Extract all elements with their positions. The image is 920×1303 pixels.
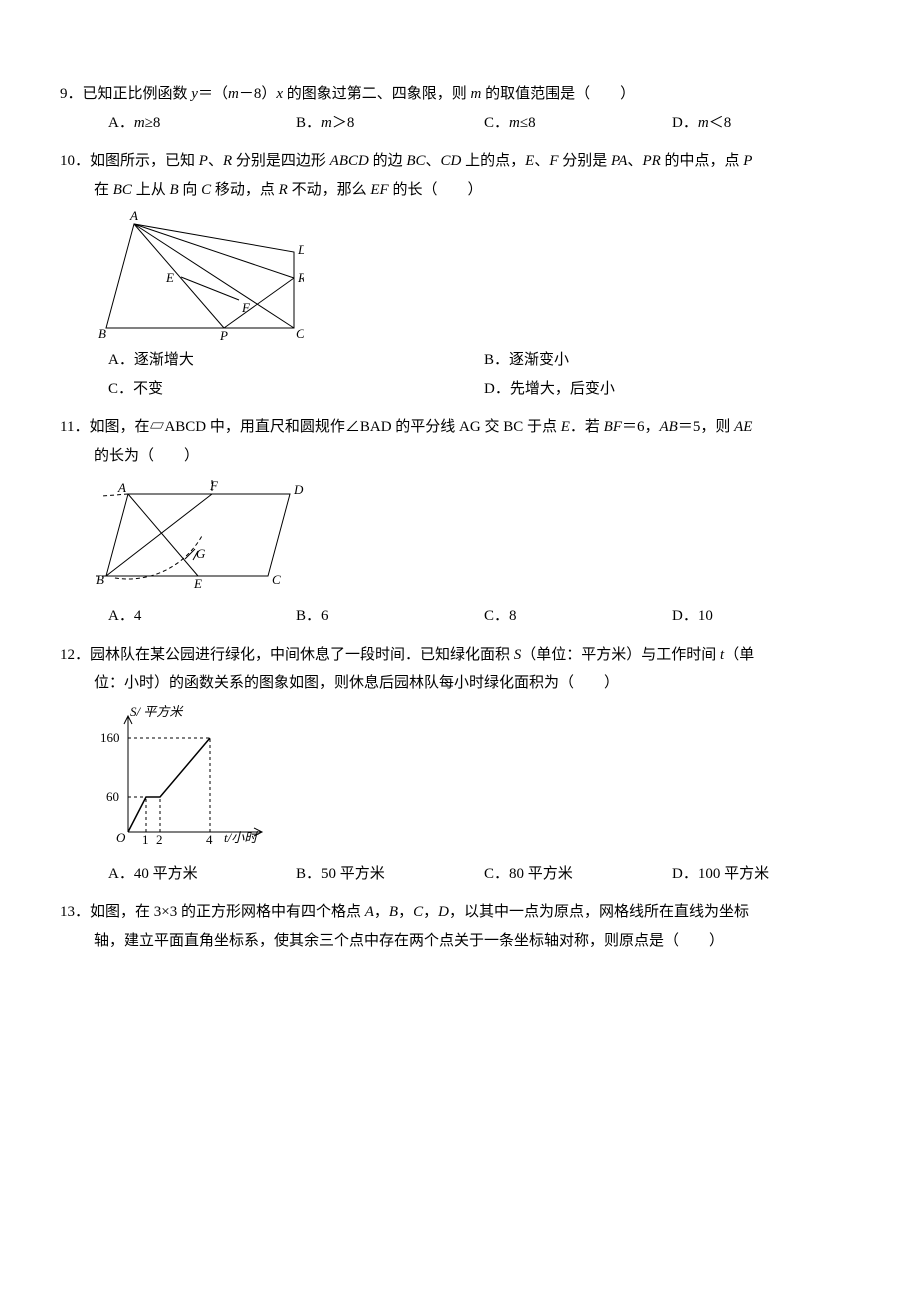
svg-text:1: 1 (142, 832, 149, 847)
svg-text:A: A (117, 480, 126, 495)
svg-text:C: C (272, 572, 281, 587)
q12-stem: 12．园林队在某公园进行绿化，中间休息了一段时间．已知绿化面积 S（单位：平方米… (60, 641, 860, 670)
q11-opt-b: B．6 (296, 602, 484, 631)
svg-text:t/小时: t/小时 (224, 830, 259, 845)
svg-text:S/ 平方米: S/ 平方米 (130, 704, 184, 719)
q12-opt-a: A．40 平方米 (108, 860, 296, 889)
q12-num: 12． (60, 647, 90, 663)
q10-opt-b: B．逐渐变小 (484, 346, 860, 375)
q10-stem: 10．如图所示，已知 P、R 分别是四边形 ABCD 的边 BC、CD 上的点，… (60, 147, 860, 176)
svg-text:G: G (196, 546, 206, 561)
q10-stem2: 在 BC 上从 B 向 C 移动，点 R 不动，那么 EF 的长（ ） (60, 176, 860, 205)
q11-stem2: 的长为（ ） (60, 442, 860, 471)
svg-text:F: F (241, 300, 251, 315)
q9-opt-a: A．m≥8 (108, 109, 296, 138)
var-m: m (228, 86, 239, 102)
q13-stem2: 轴，建立平面直角坐标系，使其余三个点中存在两个点关于一条坐标轴对称，则原点是（ … (60, 927, 860, 956)
svg-text:60: 60 (106, 789, 119, 804)
q11-options: A．4 B．6 C．8 D．10 (60, 602, 860, 631)
q9-opt-c: C．m≤8 (484, 109, 672, 138)
question-13: 13．如图，在 3×3 的正方形网格中有四个格点 A，B，C，D，以其中一点为原… (60, 898, 860, 955)
q9-opt-d: D．m＜8 (672, 109, 860, 138)
q12-opt-d: D．100 平方米 (672, 860, 860, 889)
q11-opt-c: C．8 (484, 602, 672, 631)
q9-opt-b: B．m＞8 (296, 109, 484, 138)
question-11: 11．如图，在▱ABCD 中，用直尺和圆规作∠BAD 的平分线 AG 交 BC … (60, 413, 860, 631)
svg-text:4: 4 (206, 832, 213, 847)
svg-text:D: D (293, 482, 304, 497)
svg-text:A: A (129, 210, 138, 223)
svg-text:R: R (297, 270, 304, 285)
q12-stem2: 位：小时）的函数关系的图象如图，则休息后园林队每小时绿化面积为（ ） (60, 669, 860, 698)
question-9: 9．已知正比例函数 y＝（m－8）x 的图象过第二、四象限，则 m 的取值范围是… (60, 80, 860, 137)
svg-text:O: O (116, 830, 126, 845)
question-10: 10．如图所示，已知 P、R 分别是四边形 ABCD 的边 BC、CD 上的点，… (60, 147, 860, 403)
svg-text:E: E (193, 576, 202, 591)
svg-text:P: P (219, 328, 228, 340)
svg-text:F: F (209, 478, 219, 493)
svg-text:E: E (165, 270, 174, 285)
q10-figure: A B C DR P E F (60, 210, 860, 340)
question-12: 12．园林队在某公园进行绿化，中间休息了一段时间．已知绿化面积 S（单位：平方米… (60, 641, 860, 889)
q11-figure: A D B C F EG (60, 476, 860, 596)
q9-num: 9． (60, 86, 83, 102)
svg-text:160: 160 (100, 730, 120, 745)
q11-num: 11． (60, 419, 89, 435)
q12-options: A．40 平方米 B．50 平方米 C．80 平方米 D．100 平方米 (60, 860, 860, 889)
svg-text:2: 2 (156, 832, 163, 847)
svg-text:B: B (96, 572, 104, 587)
q10-options: A．逐渐增大 B．逐渐变小 C．不变 D．先增大，后变小 (60, 346, 860, 403)
q11-stem: 11．如图，在▱ABCD 中，用直尺和圆规作∠BAD 的平分线 AG 交 BC … (60, 413, 860, 442)
q10-svg: A B C DR P E F (94, 210, 304, 340)
svg-text:D: D (297, 242, 304, 257)
q10-opt-a: A．逐渐增大 (108, 346, 484, 375)
q13-num: 13． (60, 904, 90, 920)
q12-svg: 12 4 60 160 S/ 平方米 Ot/小时 (94, 704, 274, 854)
q12-opt-c: C．80 平方米 (484, 860, 672, 889)
var-x: x (276, 86, 283, 102)
q11-opt-a: A．4 (108, 602, 296, 631)
q10-opt-c: C．不变 (108, 375, 484, 404)
q11-opt-d: D．10 (672, 602, 860, 631)
q13-stem: 13．如图，在 3×3 的正方形网格中有四个格点 A，B，C，D，以其中一点为原… (60, 898, 860, 927)
q9-options: A．m≥8 B．m＞8 C．m≤8 D．m＜8 (60, 109, 860, 138)
q12-figure: 12 4 60 160 S/ 平方米 Ot/小时 (60, 704, 860, 854)
svg-text:C: C (296, 326, 304, 340)
q10-opt-d: D．先增大，后变小 (484, 375, 860, 404)
svg-text:B: B (98, 326, 106, 340)
var-m: m (471, 86, 482, 102)
q9-stem: 9．已知正比例函数 y＝（m－8）x 的图象过第二、四象限，则 m 的取值范围是… (60, 80, 860, 109)
q12-opt-b: B．50 平方米 (296, 860, 484, 889)
q10-num: 10． (60, 153, 90, 169)
var-y: y (191, 86, 198, 102)
q11-svg: A D B C F EG (94, 476, 304, 596)
